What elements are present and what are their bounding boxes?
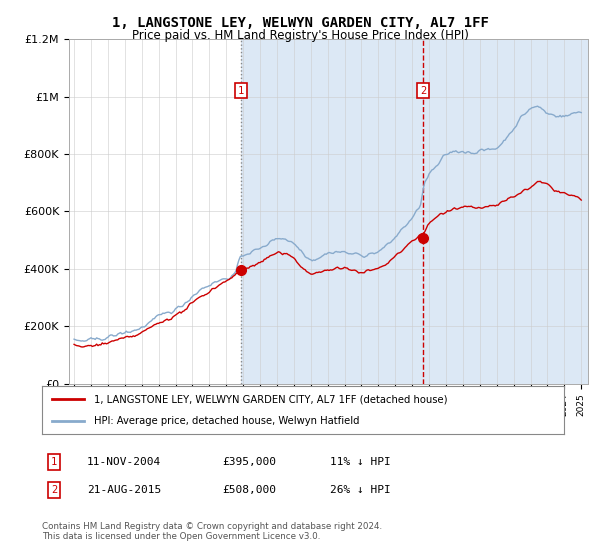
Text: 1, LANGSTONE LEY, WELWYN GARDEN CITY, AL7 1FF: 1, LANGSTONE LEY, WELWYN GARDEN CITY, AL… [112,16,488,30]
Text: 1: 1 [51,457,57,467]
Text: 1: 1 [238,86,244,96]
Text: 11-NOV-2004: 11-NOV-2004 [87,457,161,467]
Text: 2: 2 [420,86,426,96]
Text: HPI: Average price, detached house, Welwyn Hatfield: HPI: Average price, detached house, Welw… [94,416,360,426]
Text: 11% ↓ HPI: 11% ↓ HPI [330,457,391,467]
Text: £508,000: £508,000 [222,485,276,495]
Text: 26% ↓ HPI: 26% ↓ HPI [330,485,391,495]
Text: £395,000: £395,000 [222,457,276,467]
Text: Price paid vs. HM Land Registry's House Price Index (HPI): Price paid vs. HM Land Registry's House … [131,29,469,42]
Text: 1, LANGSTONE LEY, WELWYN GARDEN CITY, AL7 1FF (detached house): 1, LANGSTONE LEY, WELWYN GARDEN CITY, AL… [94,394,448,404]
Bar [241,39,598,384]
Text: 2: 2 [51,485,57,495]
Text: Contains HM Land Registry data © Crown copyright and database right 2024.
This d: Contains HM Land Registry data © Crown c… [42,522,382,542]
Text: 21-AUG-2015: 21-AUG-2015 [87,485,161,495]
